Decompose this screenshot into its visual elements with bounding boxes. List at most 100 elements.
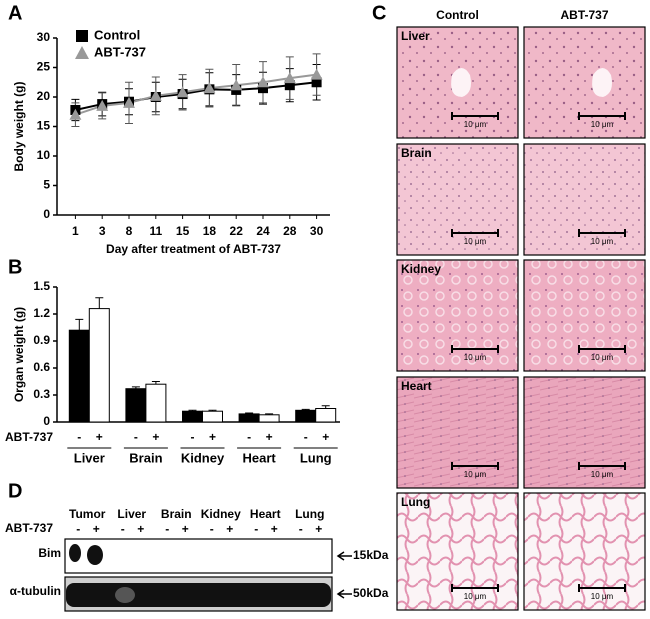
scale-bar	[578, 112, 626, 120]
y-tick-label: 25	[37, 60, 51, 74]
blot	[64, 538, 333, 574]
x-tick-label: 30	[310, 224, 324, 238]
arrow	[336, 551, 352, 561]
marker	[149, 89, 162, 101]
band	[69, 544, 81, 562]
tissue-image	[396, 492, 519, 611]
series-sign: +	[96, 430, 103, 444]
x-tick-label: 8	[126, 224, 133, 238]
bar	[145, 383, 167, 423]
marker-label: 15kDa	[353, 548, 389, 562]
series-sign: +	[209, 430, 216, 444]
lane-label: Liver	[117, 507, 146, 521]
tissue-image	[396, 259, 519, 372]
x-tick-label: 11	[149, 224, 162, 238]
panel-label: A	[8, 2, 22, 24]
marker	[123, 96, 135, 108]
legend-label: Control	[94, 27, 140, 42]
row-label: Liver	[401, 29, 430, 43]
legend-marker	[76, 30, 88, 42]
marker	[230, 79, 243, 91]
scale-label: 10 μm	[591, 470, 614, 479]
row-label: Lung	[401, 495, 430, 509]
lane-sign: +	[315, 522, 322, 536]
y-tick-label: 0.6	[33, 360, 50, 374]
band	[66, 583, 331, 607]
lane-label: Heart	[250, 507, 281, 521]
x-axis-label: Day after treatment of ABT-737	[106, 242, 281, 256]
bar	[258, 414, 280, 423]
y-tick-label: 15	[37, 119, 51, 133]
band	[115, 587, 135, 603]
scale-label: 10 μm	[464, 470, 487, 479]
lane-sign: -	[299, 522, 303, 536]
x-tick-label: 22	[230, 224, 244, 238]
tissue-image	[396, 376, 519, 489]
marker	[258, 83, 268, 94]
marker-label: 50kDa	[353, 586, 389, 600]
x-tick-label: 15	[176, 224, 190, 238]
x-tick-label: 1	[72, 224, 79, 238]
lane-sign: +	[226, 522, 233, 536]
scale-bar	[451, 229, 499, 237]
series-sign: +	[152, 430, 159, 444]
lane-label: Brain	[161, 507, 192, 521]
series-sign: +	[322, 430, 329, 444]
y-axis-label: Body weight (g)	[12, 82, 26, 172]
marker	[203, 82, 216, 94]
lane-sign: +	[93, 522, 100, 536]
band	[87, 545, 103, 565]
scale-bar	[451, 584, 499, 592]
row-label: Brain	[401, 146, 432, 160]
scale-label: 10 μm	[464, 120, 487, 129]
y-tick-label: 0	[43, 207, 50, 221]
tissue-image	[523, 143, 646, 256]
scale-bar	[451, 112, 499, 120]
scale-label: 10 μm	[591, 353, 614, 362]
scale-label: 10 μm	[591, 592, 614, 601]
series-label: ABT-737	[5, 430, 53, 444]
marker	[69, 108, 82, 120]
y-tick-label: 0.9	[33, 333, 50, 347]
column-header: Control	[436, 8, 479, 22]
bar	[202, 410, 223, 423]
bar	[125, 388, 147, 423]
tissue-image	[523, 26, 646, 139]
marker	[257, 76, 269, 88]
x-tick-label: Lung	[300, 450, 332, 465]
series-sign: -	[247, 430, 251, 444]
x-tick-label: Heart	[242, 450, 276, 465]
scale-label: 10 μm	[464, 353, 487, 362]
panel-label: C	[372, 2, 386, 24]
y-tick-label: 1.5	[33, 279, 50, 293]
column-header: ABT-737	[560, 8, 608, 22]
legend-label: ABT-737	[94, 44, 146, 59]
panel-label: B	[8, 256, 22, 278]
y-tick-label: 20	[37, 89, 51, 103]
tissue-image	[396, 143, 519, 256]
series-sign: +	[266, 430, 273, 444]
lane-sign: -	[254, 522, 258, 536]
x-tick-label: 18	[203, 224, 217, 238]
lane-sign: +	[271, 522, 278, 536]
y-tick-label: 0	[43, 414, 50, 428]
bar	[315, 408, 337, 423]
x-tick-label: Kidney	[181, 450, 225, 465]
series-sign: -	[134, 430, 138, 444]
lane-label: Tumor	[69, 507, 106, 521]
marker	[96, 99, 109, 111]
x-tick-label: 24	[256, 224, 270, 238]
series-sign: -	[304, 430, 308, 444]
bar	[295, 409, 317, 423]
scale-bar	[451, 462, 499, 470]
scale-bar	[451, 345, 499, 353]
error-bar	[75, 318, 84, 331]
vessel	[451, 68, 471, 97]
lane-sign: -	[210, 522, 214, 536]
tissue-image	[523, 376, 646, 489]
row-label: Heart	[401, 379, 432, 393]
series-sign: -	[77, 430, 81, 444]
x-tick-label: Liver	[74, 450, 105, 465]
x-tick-label: 28	[283, 224, 297, 238]
